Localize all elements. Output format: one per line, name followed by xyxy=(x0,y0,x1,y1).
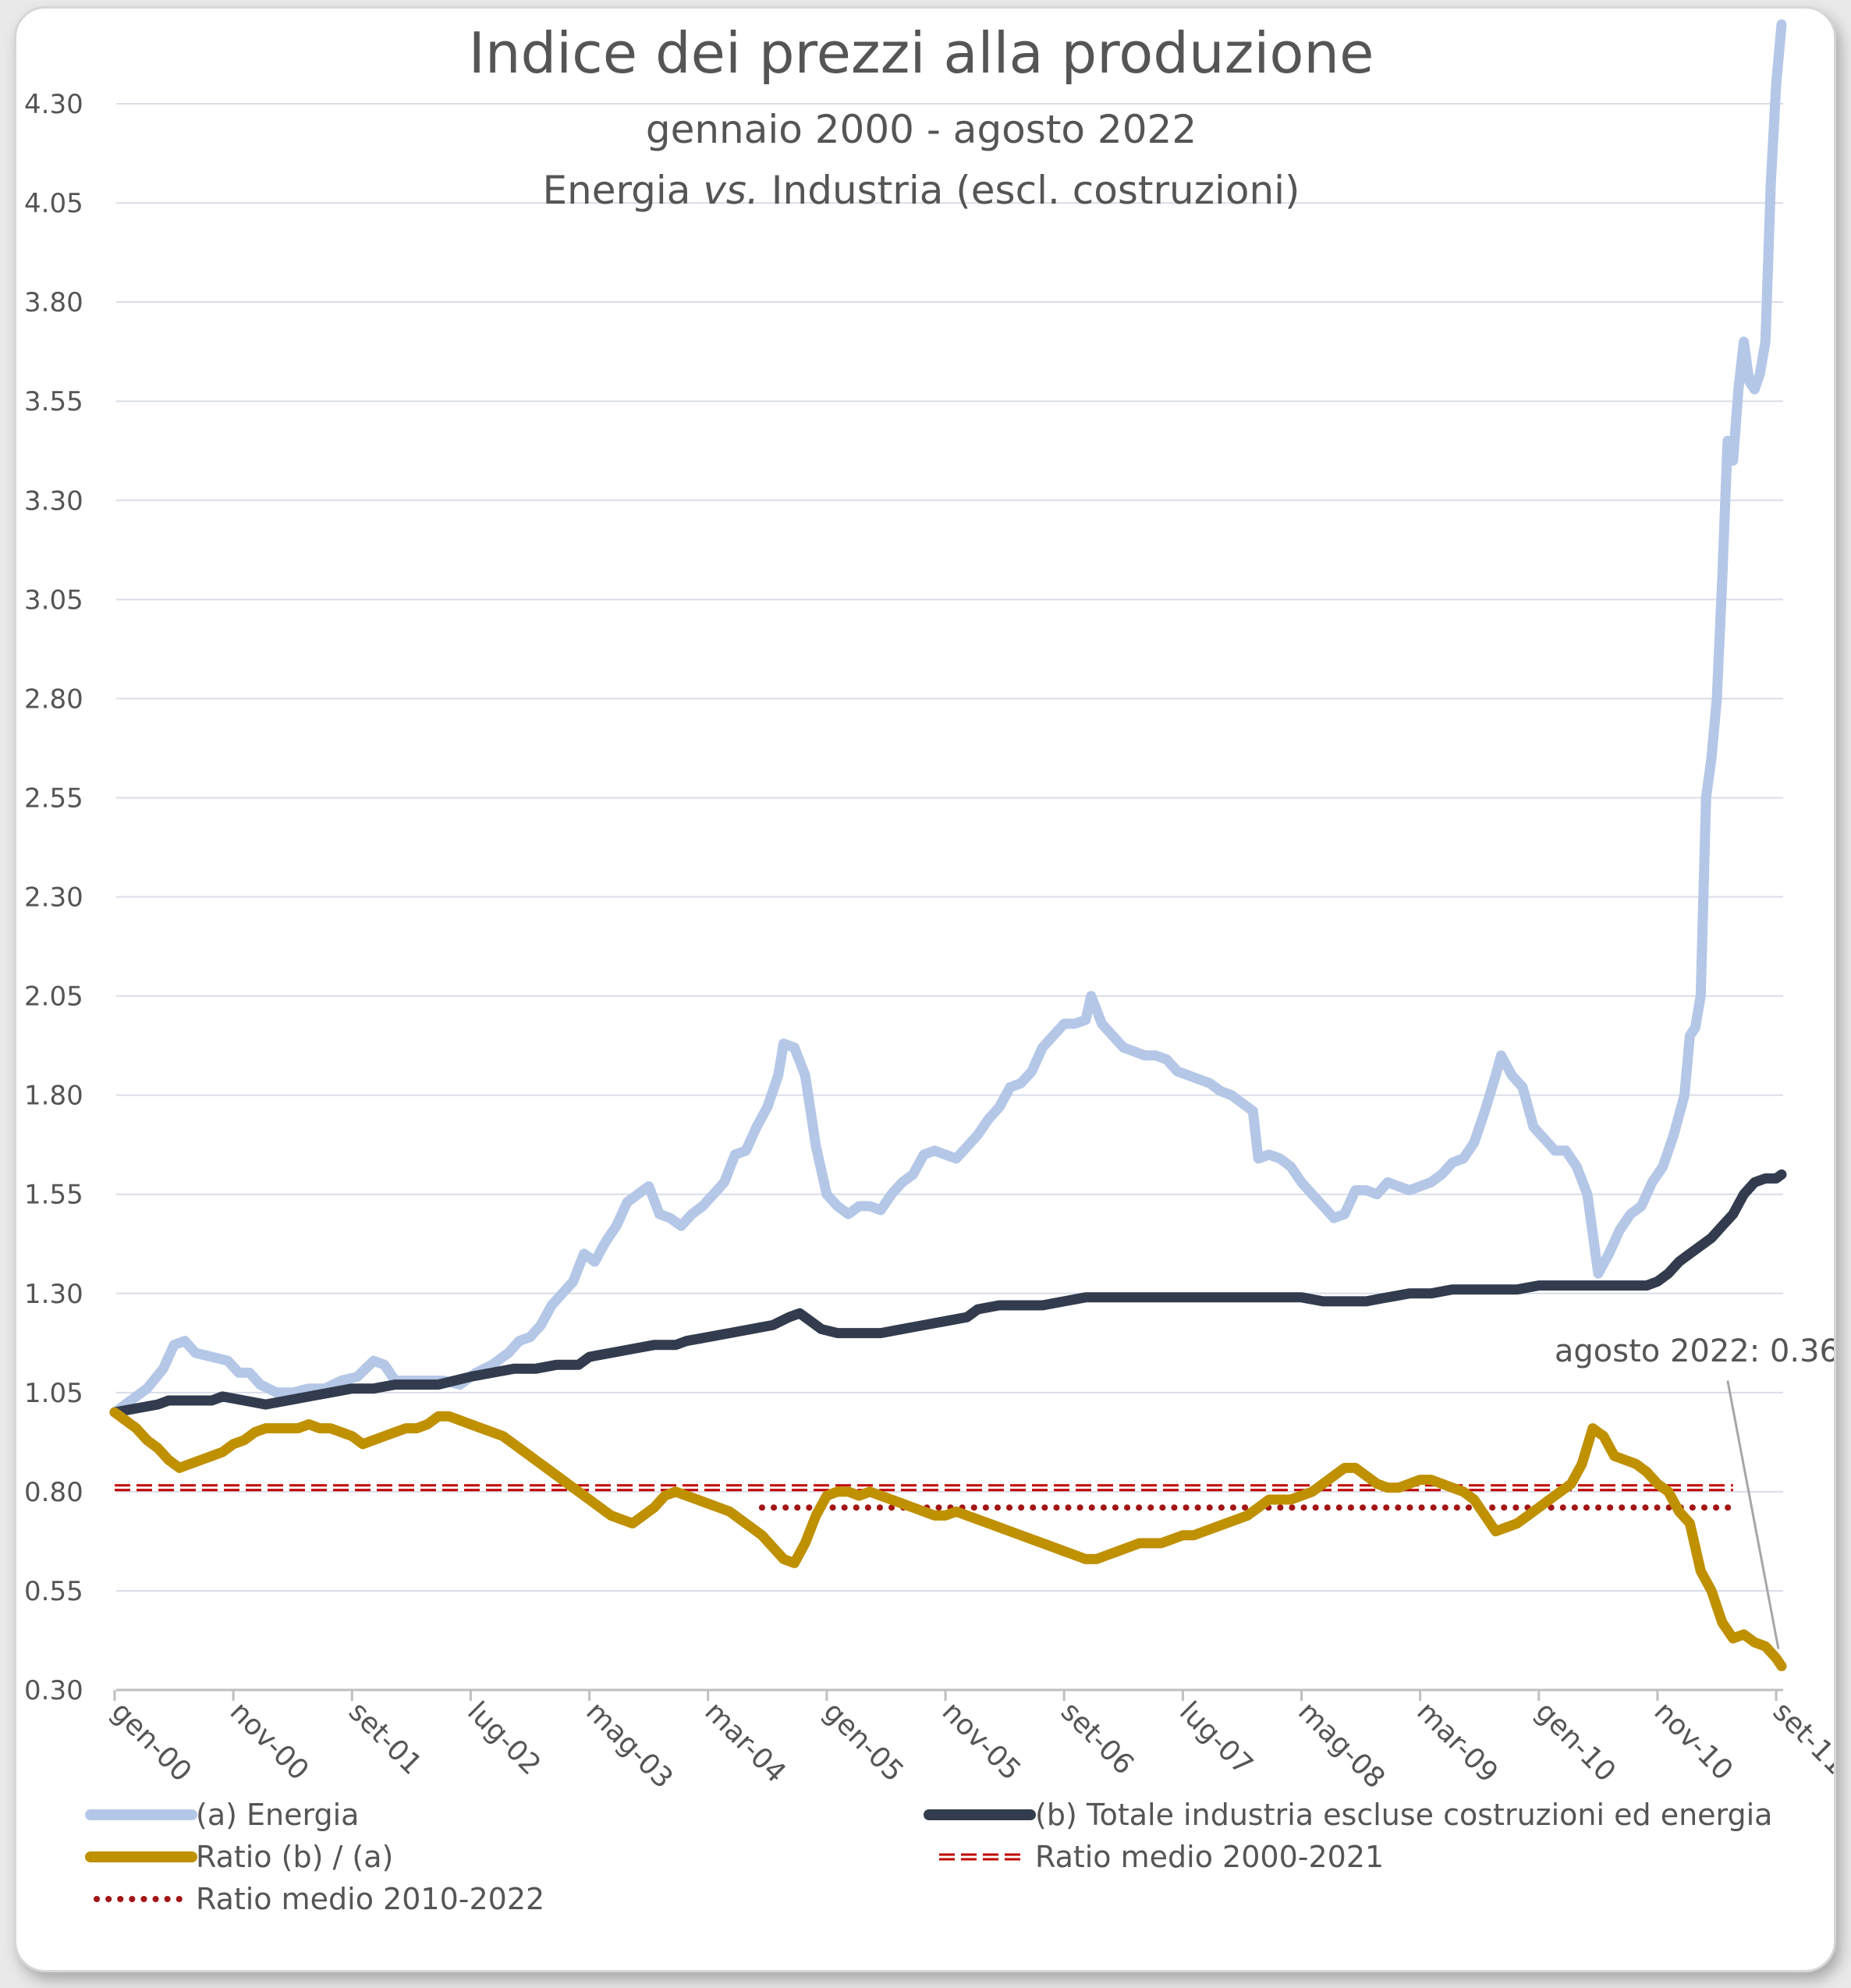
y-tick-label: 1.55 xyxy=(24,1180,83,1211)
y-tick-label: 3.30 xyxy=(24,485,83,517)
y-tick-label: 0.80 xyxy=(24,1477,83,1508)
annotation-label: agosto 2022: 0.36 xyxy=(1555,1333,1834,1369)
annotation: agosto 2022: 0.36 xyxy=(1555,1333,1834,1649)
series-line-ratio xyxy=(109,1407,1787,1671)
x-tick-label: nov-10 xyxy=(1648,1695,1739,1787)
x-tick-label: lug-02 xyxy=(461,1695,547,1781)
y-tick-label: 1.80 xyxy=(24,1081,83,1112)
chart-subtitle-2: Energia vs. Industria (escl. costruzioni… xyxy=(542,168,1300,213)
legend-label-industria: (b) Totale industria escluse costruzioni… xyxy=(1035,1798,1772,1832)
y-tick-label: 3.80 xyxy=(24,287,83,318)
annotation-leader-line xyxy=(1726,1380,1780,1649)
x-tick-label: nov-00 xyxy=(224,1695,315,1787)
x-tick-label: lug-07 xyxy=(1173,1695,1259,1781)
legend-label-ratio-2010-2022: Ratio medio 2010-2022 xyxy=(196,1882,544,1916)
y-tick-label: 3.05 xyxy=(24,584,83,616)
y-tick-label: 0.55 xyxy=(24,1576,83,1607)
series-line-energia xyxy=(109,19,1787,1418)
x-tick-label: mag-03 xyxy=(580,1695,679,1795)
chart-subtitle-1: gennaio 2000 - agosto 2022 xyxy=(646,107,1197,152)
y-axis-ticks: 4.30 4.05 3.80 3.55 3.30 3.05 2.80 2.55 2.30 2.05… xyxy=(24,89,83,1706)
x-tick-label: nov-05 xyxy=(936,1695,1027,1787)
legend-label-energia: (a) Energia xyxy=(196,1798,359,1832)
y-tick-label: 2.05 xyxy=(24,982,83,1013)
x-tick-label: mag-08 xyxy=(1292,1695,1391,1795)
series-lines xyxy=(109,19,1787,1671)
y-tick-label: 2.55 xyxy=(24,783,83,814)
y-tick-label: 4.05 xyxy=(24,188,83,219)
legend-label-ratio: Ratio (b) / (a) xyxy=(196,1840,393,1874)
legend-label-ratio-2000-2021: Ratio medio 2000-2021 xyxy=(1035,1840,1384,1874)
y-tick-label: 1.30 xyxy=(24,1279,83,1310)
y-tick-label: 2.80 xyxy=(24,683,83,715)
chart-card: 4.30 4.05 3.80 3.55 3.30 3.05 2.80 2.55 2.30 2.05… xyxy=(14,6,1836,1972)
x-tick-label: set-06 xyxy=(1055,1695,1140,1780)
y-tick-label: 0.30 xyxy=(24,1675,83,1706)
y-tick-label: 3.55 xyxy=(24,386,83,417)
subtitle-2-pre: Energia xyxy=(542,168,703,213)
reference-lines xyxy=(115,1484,1736,1511)
x-tick-label: set-11 xyxy=(1767,1695,1834,1780)
x-tick-label: mar-04 xyxy=(698,1695,792,1789)
y-tick-label: 1.05 xyxy=(24,1378,83,1409)
chart-title: Indice dei prezzi alla produzione xyxy=(469,20,1374,86)
x-tick-label: gen-00 xyxy=(105,1695,198,1788)
x-tick-label: set-01 xyxy=(342,1695,427,1780)
chart: 4.30 4.05 3.80 3.55 3.30 3.05 2.80 2.55 2.30 2.05… xyxy=(24,19,1834,1916)
subtitle-2-italic: vs. xyxy=(703,168,759,213)
legend: (a) Energia (b) Totale industria escluse… xyxy=(85,1798,1772,1916)
x-axis-ticks: gen-00 nov-00 set-01 lug-02 mag-03 mar-04 gen-… xyxy=(105,1690,1834,1795)
x-tick-label: gen-10 xyxy=(1529,1695,1622,1788)
y-tick-label: 2.30 xyxy=(24,882,83,914)
series-line-industria xyxy=(109,1169,1787,1418)
x-tick-label: gen-05 xyxy=(817,1695,910,1788)
subtitle-2-post: Industria (escl. costruzioni) xyxy=(759,168,1300,213)
x-tick-label: mar-09 xyxy=(1410,1695,1504,1789)
y-tick-label: 4.30 xyxy=(24,89,83,120)
